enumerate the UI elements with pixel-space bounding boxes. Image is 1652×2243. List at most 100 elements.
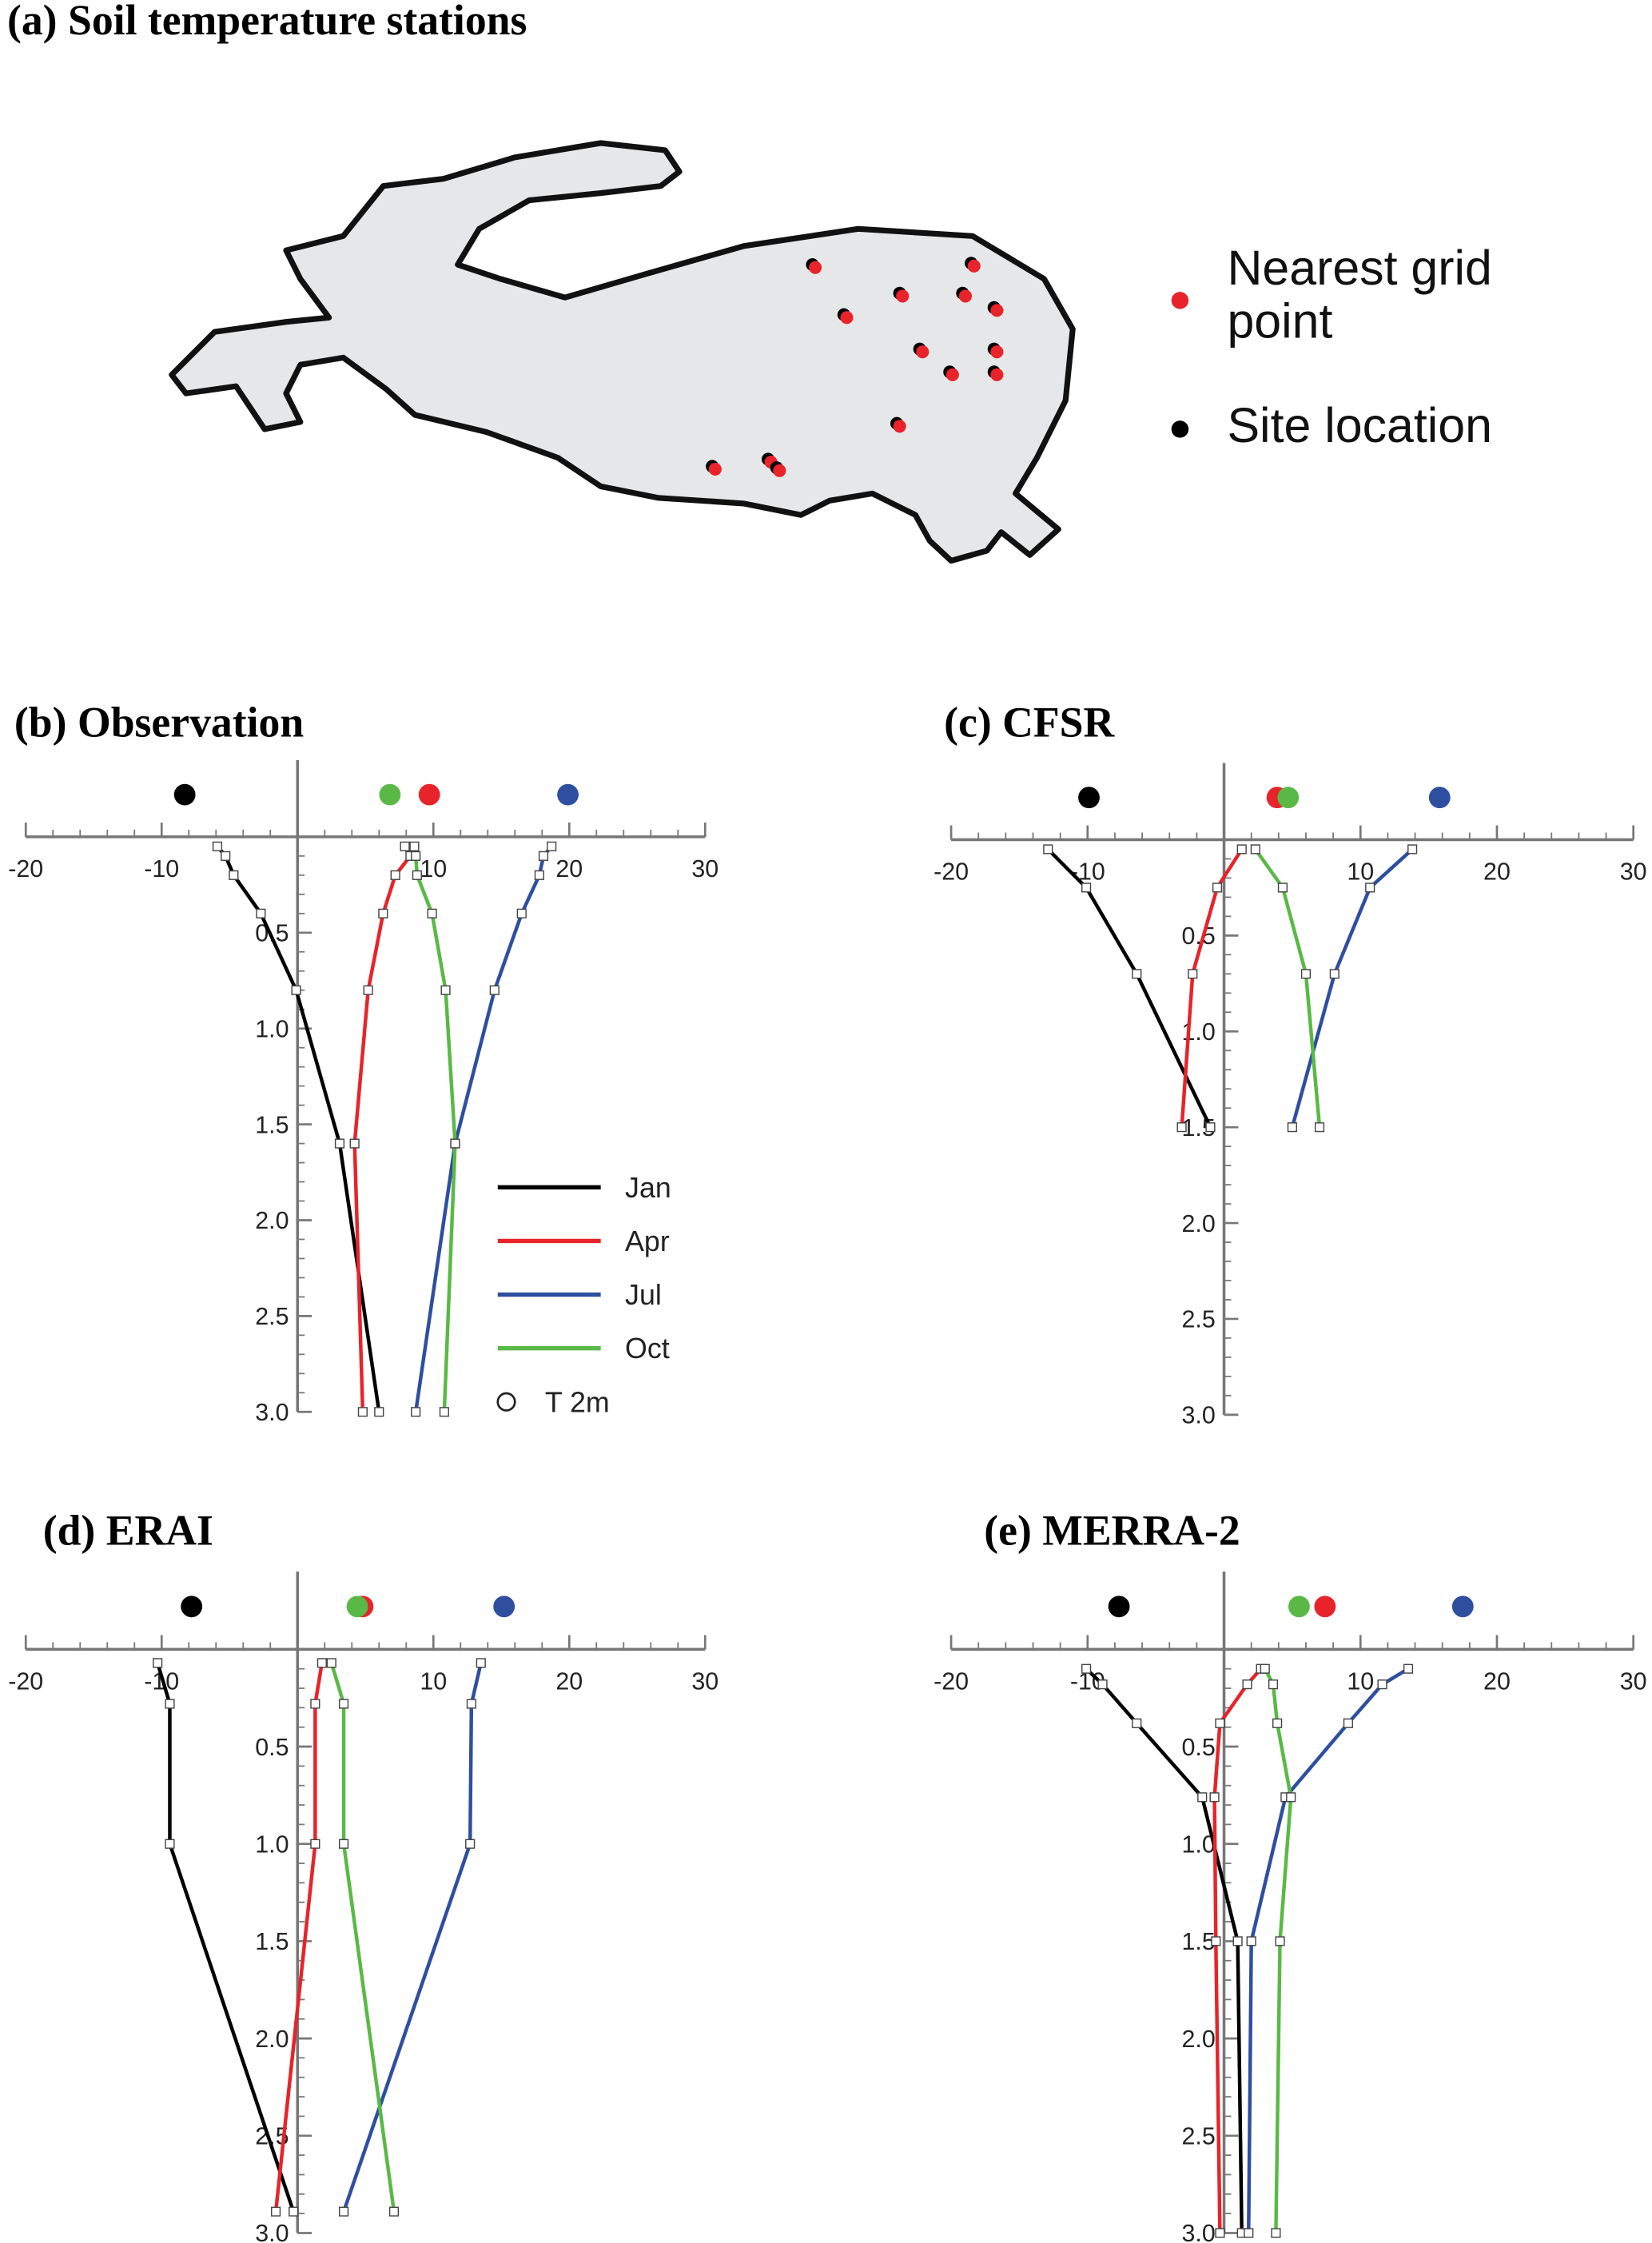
profile-marker (1271, 2228, 1281, 2238)
x-tick-label: 30 (1620, 1667, 1647, 1695)
profile-marker (1272, 1718, 1283, 1728)
y-tick-label: 1.5 (1182, 1928, 1216, 1955)
profile-marker (412, 870, 422, 880)
legend-marker (496, 1392, 516, 1412)
chart-title: (b) Observation (14, 699, 304, 747)
profile-line (1046, 847, 1212, 1129)
profile-line (273, 1663, 324, 2212)
profile-marker (1277, 882, 1288, 893)
y-tick-label: 1.5 (255, 1928, 289, 1955)
t2m-dot (1314, 1596, 1336, 1618)
t2m-dot (418, 783, 440, 806)
y-tick-label: 1.0 (255, 1831, 289, 1858)
profile-marker (1403, 1663, 1414, 1674)
region-outline (169, 140, 1076, 564)
profile-line (1290, 847, 1414, 1128)
profile-marker (516, 908, 527, 918)
t2m-dot (379, 783, 401, 806)
t2m-dot (557, 783, 579, 806)
chart-title: (c) CFSR (944, 699, 1115, 747)
profile-line (352, 845, 416, 1412)
profile-line (1247, 1667, 1410, 2233)
profile-marker (326, 1658, 336, 1668)
profile-marker (411, 851, 421, 861)
x-tick-label: 10 (1347, 1667, 1374, 1695)
profile-marker (338, 2206, 349, 2217)
y-tick-label: 0.5 (255, 920, 289, 947)
profile-marker (1236, 844, 1247, 855)
profile-marker (229, 870, 239, 880)
profile-marker (427, 908, 437, 918)
legend-label: Jan (625, 1172, 671, 1204)
profile-marker (390, 870, 400, 880)
y-tick-label: 2.0 (255, 1207, 289, 1234)
profile-marker (411, 1407, 421, 1417)
x-tick-label: -20 (933, 859, 969, 886)
legend-label: Site location (1227, 400, 1492, 454)
x-tick-label: 30 (1620, 859, 1647, 886)
t2m-dot (346, 1596, 368, 1618)
grid-point (958, 289, 973, 303)
x-tick-label: 10 (1347, 859, 1374, 886)
t2m-dot (1277, 787, 1300, 809)
grid-point (773, 464, 786, 477)
profile-marker (363, 985, 373, 995)
profile-marker (1197, 1792, 1208, 1803)
profile-marker (1268, 1679, 1279, 1690)
y-tick-label: 2.0 (255, 2026, 289, 2053)
profile-marker (1081, 1663, 1092, 1674)
profile-marker (1250, 844, 1260, 855)
profile-marker (388, 2206, 400, 2217)
profile-marker (338, 1699, 349, 1709)
grid-point (708, 462, 722, 476)
profile-line (404, 845, 457, 1412)
grid-point (916, 345, 929, 359)
profile-marker (1314, 1122, 1325, 1133)
x-tick-label: -10 (144, 855, 179, 882)
profile-marker (1365, 882, 1375, 893)
profile-marker (547, 841, 557, 851)
profile-marker (1329, 969, 1340, 979)
profile-marker (1377, 1679, 1387, 1690)
profile-line (156, 1662, 296, 2213)
y-tick-label: 1.5 (255, 1111, 289, 1138)
profile-marker (489, 985, 500, 995)
legend-label: T 2m (545, 1386, 610, 1418)
y-tick-label: 0.5 (1182, 922, 1216, 950)
grid-point (809, 261, 822, 274)
t2m-dot (1451, 1596, 1474, 1618)
profile-marker (378, 908, 388, 918)
profile-marker (1244, 2228, 1254, 2238)
grid-point (990, 368, 1004, 381)
chart-title: (d) ERAI (43, 1507, 213, 1555)
profile-marker (1300, 969, 1312, 979)
profile-marker (357, 1407, 368, 1417)
x-tick-label: -20 (8, 855, 43, 882)
profile-marker (310, 1839, 320, 1849)
x-tick-label: 20 (1483, 1667, 1511, 1695)
y-tick-label: 2.5 (1182, 1306, 1216, 1333)
x-tick-label: -20 (8, 1667, 43, 1695)
profile-marker (374, 1407, 384, 1417)
profile-marker (165, 1839, 175, 1849)
profile-marker (1205, 1122, 1216, 1133)
profile-marker (1232, 1936, 1243, 1946)
x-tick-label: 10 (420, 1667, 447, 1695)
x-tick-label: 20 (1483, 859, 1511, 886)
profile-marker (221, 851, 231, 861)
y-tick-label: 3.0 (1182, 1402, 1216, 1429)
grid-point (840, 311, 854, 325)
grid-point (990, 304, 1004, 317)
grid-point (896, 289, 910, 303)
profile-marker (334, 1138, 345, 1149)
profile-marker (338, 1839, 349, 1849)
profile-marker (1407, 844, 1418, 855)
profile-marker (1081, 882, 1092, 893)
profile-marker (256, 908, 266, 918)
profile-marker (1211, 1936, 1221, 1946)
profile-marker (439, 1407, 449, 1417)
grid-point (945, 368, 959, 381)
legend-label: Nearest grid point (1227, 243, 1492, 349)
x-tick-label: 20 (555, 1667, 583, 1695)
